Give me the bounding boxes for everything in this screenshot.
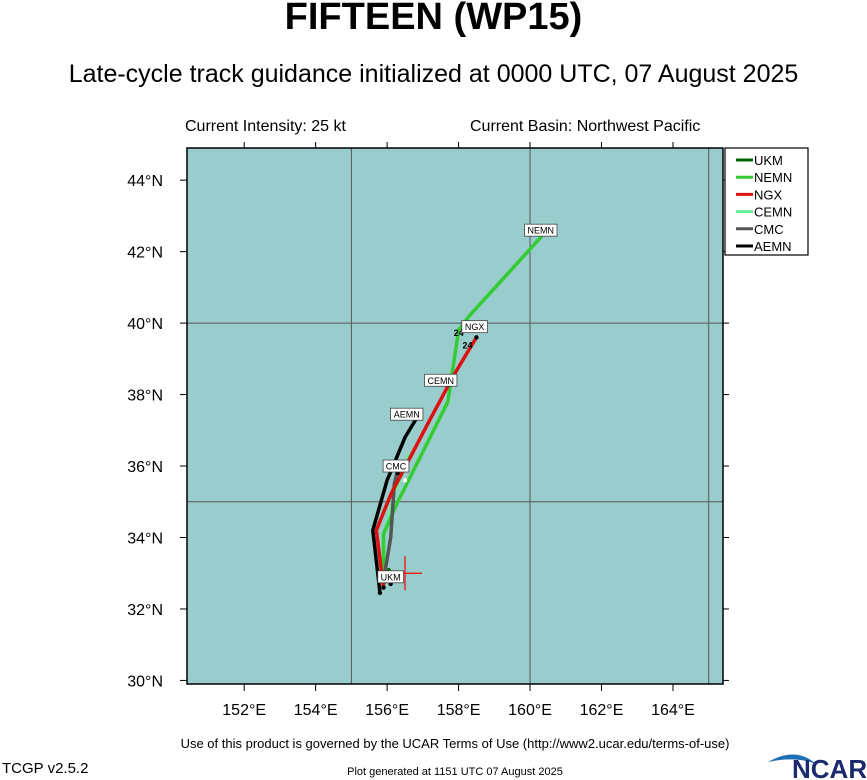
track-point [474, 335, 479, 340]
track-label-cmc: CMC [386, 462, 407, 472]
legend: UKM NEMN NGX CEMN CMC AEMN [724, 147, 809, 256]
current-intensity: Current Intensity: 25 kt [185, 118, 346, 135]
x-tick-label: 162°E [580, 702, 624, 719]
current-basin: Current Basin: Northwest Pacific [470, 118, 701, 135]
track-label-aemn: AEMN [394, 410, 420, 420]
x-tick-label: 164°E [651, 702, 695, 719]
page-subtitle: Late-cycle track guidance initialized at… [68, 60, 799, 88]
version-label: TCGP v2.5.2 [2, 760, 89, 777]
generated-timestamp: Plot generated at 1151 UTC 07 August 202… [347, 766, 563, 778]
x-tick-label: 152°E [222, 702, 266, 719]
map-layer: 152°E 154°E 156°E 158°E 160°E 162°E 164°E 30°N 3… [127, 142, 729, 719]
y-tick-label: 36°N [127, 459, 163, 476]
legend-label-aemn: AEMN [754, 239, 792, 254]
terms-of-use: Use of this product is governed by the U… [180, 736, 730, 751]
legend-label-nemn: NEMN [754, 170, 792, 185]
y-tick-label: 42°N [127, 245, 163, 262]
legend-box [724, 147, 809, 256]
track-label-box [390, 407, 424, 421]
y-tick-label: 44°N [127, 173, 163, 190]
legend-label-ukm: UKM [754, 153, 783, 168]
track-ngx [374, 335, 479, 590]
forecast-hour-label: 24 [462, 341, 472, 351]
y-tick-label: 32°N [127, 602, 163, 619]
track-label-ukm: UKM [381, 572, 401, 582]
track-label-box [524, 223, 558, 237]
track-cmc [381, 467, 400, 583]
track-point [377, 590, 383, 596]
track-point [381, 585, 386, 590]
forecast-hour-label: 24 [454, 328, 464, 338]
track-label-box [382, 459, 410, 473]
legend-label-cmc: CMC [754, 222, 784, 237]
y-tick-label: 30°N [127, 673, 163, 690]
track-label-box [424, 373, 458, 387]
track-point [402, 478, 408, 483]
y-tick-label: 40°N [127, 316, 163, 333]
legend-label-cemn: CEMN [754, 205, 792, 220]
page-title: FIFTEEN (WP15) [284, 0, 583, 38]
ncar-logo: NCAR [768, 754, 866, 780]
track-label-cemn: CEMN [427, 376, 454, 386]
x-tick-label: 158°E [437, 702, 481, 719]
y-tick-label: 38°N [127, 388, 163, 405]
map-frame [186, 147, 724, 685]
x-tick-label: 156°E [365, 702, 409, 719]
track-label-nemn: NEMN [528, 226, 555, 236]
track-label-box [377, 570, 404, 584]
track-label-ngx: NGX [465, 322, 485, 332]
track-label-box [461, 320, 488, 334]
track-aemn [371, 417, 418, 595]
legend-label-ngx: NGX [754, 187, 783, 202]
y-tick-label: 34°N [127, 530, 163, 547]
ocean-area [187, 148, 723, 684]
track-nemn [381, 235, 543, 586]
x-tick-label: 160°E [508, 702, 552, 719]
logo-text: NCAR [792, 754, 866, 780]
logo-swoosh [768, 754, 816, 764]
x-tick-label: 154°E [294, 702, 338, 719]
